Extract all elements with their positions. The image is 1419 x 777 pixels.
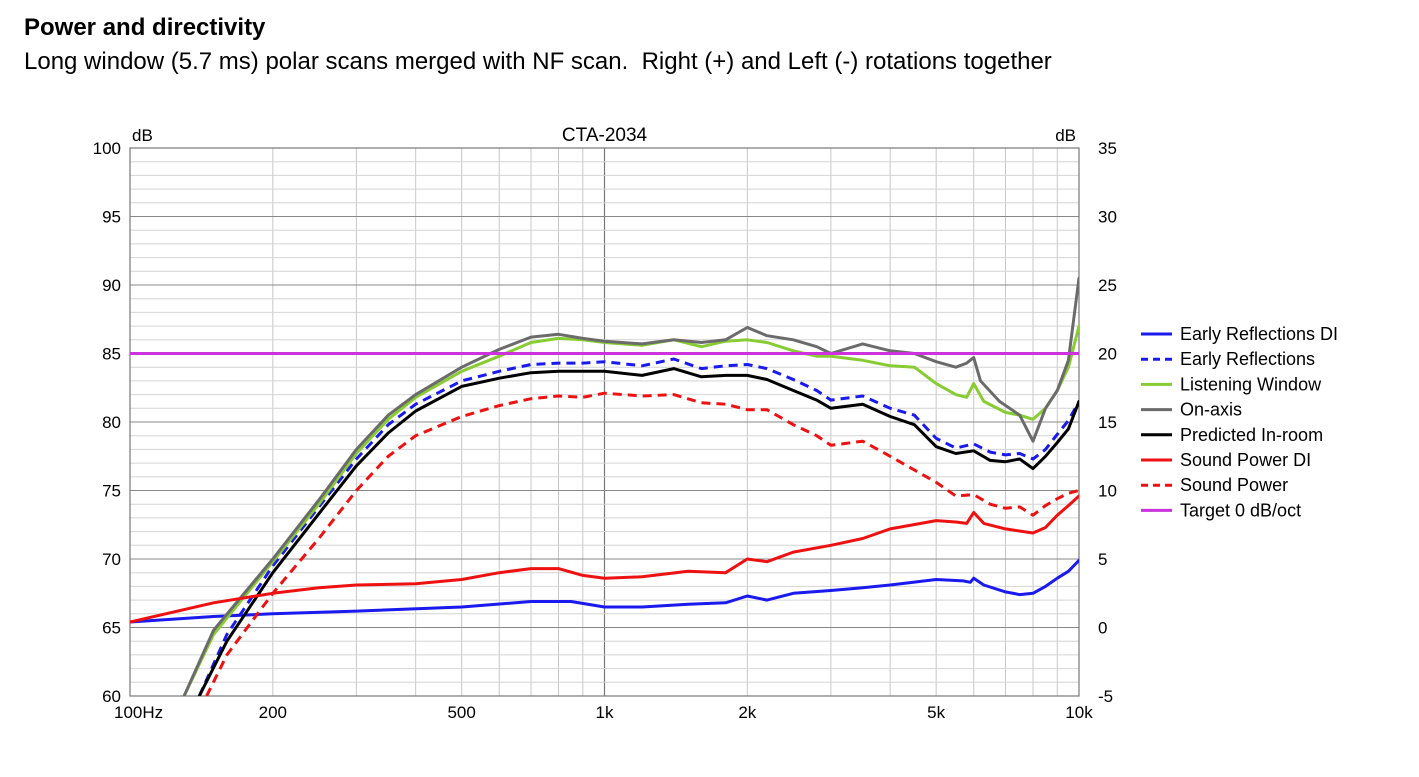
y-right-tick-label: -5 xyxy=(1098,687,1113,706)
series-line-predicted-in-room xyxy=(197,367,1079,696)
chart-title: CTA-2034 xyxy=(562,125,648,146)
y-left-tick-label: 65 xyxy=(102,619,121,638)
y-left-tick-label: 60 xyxy=(102,687,121,706)
y-right-tick-label: 35 xyxy=(1098,139,1117,158)
legend-label-on-axis: On-axis xyxy=(1180,400,1242,420)
figure-subheading: Long window (5.7 ms) polar scans merged … xyxy=(24,48,1052,75)
axis-labels: 60 65 70 75 80 85 90 95 100 -5 0 5 10 15 20 25 30 35 100Hz… xyxy=(93,125,1117,722)
y-right-tick-label: 15 xyxy=(1098,413,1117,432)
legend-label-target-0-db-oct: Target 0 dB/oct xyxy=(1180,500,1301,520)
x-tick-label: 5k xyxy=(927,703,945,722)
legend-label-sound-power-di: Sound Power DI xyxy=(1180,450,1311,470)
legend-label-sound-power: Sound Power xyxy=(1180,475,1288,495)
y-left-tick-label: 75 xyxy=(102,482,121,501)
x-tick-label: 100Hz xyxy=(114,703,163,722)
series-line-early-reflections xyxy=(197,357,1079,696)
x-tick-label: 2k xyxy=(738,703,756,722)
legend-label-early-reflections-di: Early Reflections DI xyxy=(1180,324,1338,344)
y-right-tick-label: 10 xyxy=(1098,482,1117,501)
legend-label-predicted-in-room: Predicted In-room xyxy=(1180,425,1323,445)
y-left-tick-label: 85 xyxy=(102,345,121,364)
series-line-on-axis xyxy=(182,276,1079,696)
series-line-listening-window xyxy=(182,324,1079,696)
y-left-tick-label: 80 xyxy=(102,413,121,432)
y-left-tick-label: 90 xyxy=(102,276,121,295)
series-line-sound-power-di xyxy=(130,494,1079,624)
x-tick-label: 1k xyxy=(596,703,614,722)
y-right-tick-label: 5 xyxy=(1098,550,1107,569)
y-left-tick-label: 70 xyxy=(102,550,121,569)
x-tick-label: 10k xyxy=(1065,703,1093,722)
y-left-tick-label: 95 xyxy=(102,208,121,227)
figure-heading: Power and directivity xyxy=(24,14,266,41)
legend-label-early-reflections: Early Reflections xyxy=(1180,349,1315,369)
right-unit-label: dB xyxy=(1055,126,1076,145)
y-right-tick-label: 25 xyxy=(1098,276,1117,295)
y-right-tick-label: 30 xyxy=(1098,208,1117,227)
left-unit-label: dB xyxy=(132,126,153,145)
legend-label-listening-window: Listening Window xyxy=(1180,374,1322,394)
plot-series xyxy=(130,276,1079,696)
legend: Early Reflections DI Early Reflections Lis… xyxy=(1141,324,1338,520)
y-right-tick-label: 20 xyxy=(1098,345,1117,364)
x-tick-label: 500 xyxy=(447,703,475,722)
y-right-tick-label: 0 xyxy=(1098,619,1107,638)
plot-grid xyxy=(130,148,1079,696)
series-line-early-reflections-di xyxy=(130,558,1079,624)
y-left-tick-label: 100 xyxy=(93,139,121,158)
x-tick-label: 200 xyxy=(259,703,287,722)
series-line-sound-power xyxy=(205,391,1079,696)
plot-frame xyxy=(129,147,1080,697)
